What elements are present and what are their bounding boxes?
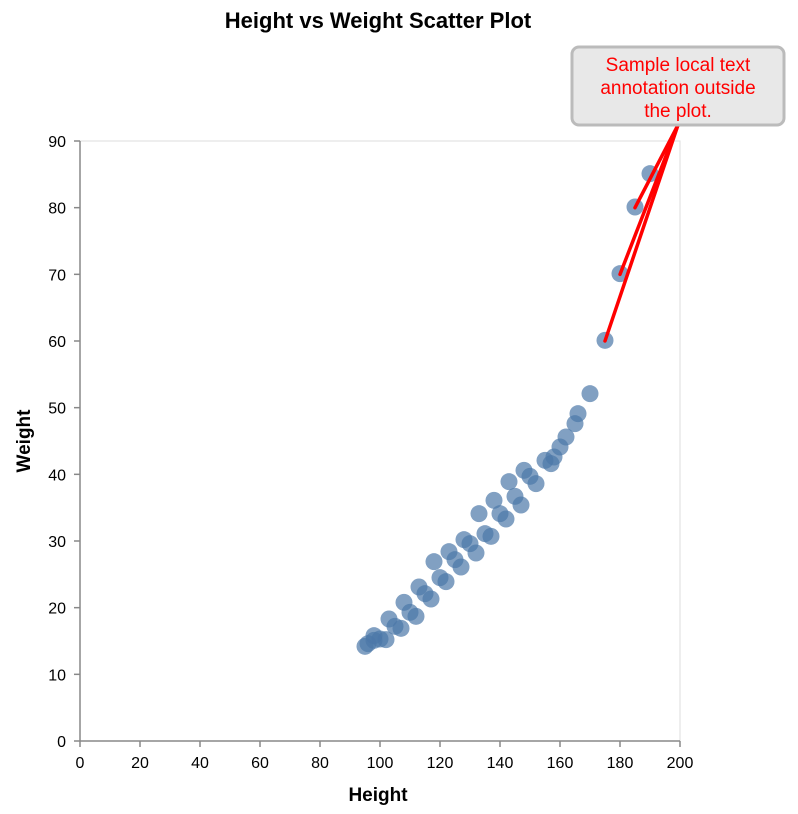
x-tick-label: 180 bbox=[607, 755, 634, 772]
scatter-point bbox=[485, 491, 503, 509]
annotation-box bbox=[570, 45, 786, 127]
chart-title: Height vs Weight Scatter Plot bbox=[225, 8, 532, 33]
x-tick-label: 80 bbox=[311, 755, 329, 772]
scatter-point bbox=[422, 590, 440, 608]
annotation-line-2: annotation outside bbox=[600, 78, 755, 99]
scatter-point bbox=[470, 505, 488, 523]
scatter-point bbox=[581, 385, 599, 403]
annotation-leader-line bbox=[618, 123, 680, 277]
scatter-point bbox=[497, 510, 515, 528]
x-tick-label: 0 bbox=[76, 755, 85, 772]
annotation-leader-lines bbox=[603, 123, 680, 343]
scatter-point bbox=[512, 496, 530, 514]
annotation: Sample local text annotation outside the… bbox=[570, 45, 786, 343]
y-tick-label: 90 bbox=[48, 134, 66, 151]
x-axis-title: Height bbox=[348, 785, 408, 806]
y-tick-label: 40 bbox=[48, 467, 66, 484]
y-tick-label: 50 bbox=[48, 401, 66, 418]
points-layer bbox=[356, 165, 659, 655]
x-tick-label: 160 bbox=[547, 755, 574, 772]
x-tick-label: 60 bbox=[251, 755, 269, 772]
scatter-point bbox=[437, 573, 455, 591]
x-tick-label: 200 bbox=[667, 755, 694, 772]
scatter-point bbox=[482, 527, 500, 545]
annotation-line-1: Sample local text bbox=[606, 55, 751, 76]
scatter-point bbox=[392, 619, 410, 637]
y-tick-label: 10 bbox=[48, 667, 66, 684]
x-tick-label: 20 bbox=[131, 755, 149, 772]
scatter-point bbox=[569, 405, 587, 423]
y-tick-label: 80 bbox=[48, 201, 66, 218]
y-tick-label: 30 bbox=[48, 534, 66, 551]
scatter-point bbox=[407, 607, 425, 625]
x-tick-label: 100 bbox=[367, 755, 394, 772]
annotation-line-3: the plot. bbox=[644, 101, 712, 122]
x-tick-label: 140 bbox=[487, 755, 514, 772]
scatter-point bbox=[557, 428, 575, 446]
scatter-point bbox=[527, 475, 545, 493]
scatter-point bbox=[425, 553, 443, 571]
scatter-point bbox=[467, 544, 485, 562]
scatter-point bbox=[377, 631, 395, 649]
x-tick-label: 40 bbox=[191, 755, 209, 772]
x-axis: 0 20 40 60 80 100 120 140 160 180 200 bbox=[76, 740, 694, 772]
y-tick-label: 70 bbox=[48, 267, 66, 284]
annotation-leader-line bbox=[633, 123, 680, 210]
scatter-point bbox=[500, 473, 518, 491]
y-tick-label: 0 bbox=[57, 734, 66, 751]
plot-area bbox=[79, 140, 681, 742]
y-tick-label: 20 bbox=[48, 601, 66, 618]
y-axis: 0 10 20 30 40 50 60 70 80 90 bbox=[48, 134, 81, 751]
plot-frame bbox=[79, 140, 681, 742]
y-axis-title: Weight bbox=[14, 409, 35, 473]
scatter-point bbox=[452, 558, 470, 576]
y-tick-label: 60 bbox=[48, 334, 66, 351]
x-tick-label: 120 bbox=[427, 755, 454, 772]
